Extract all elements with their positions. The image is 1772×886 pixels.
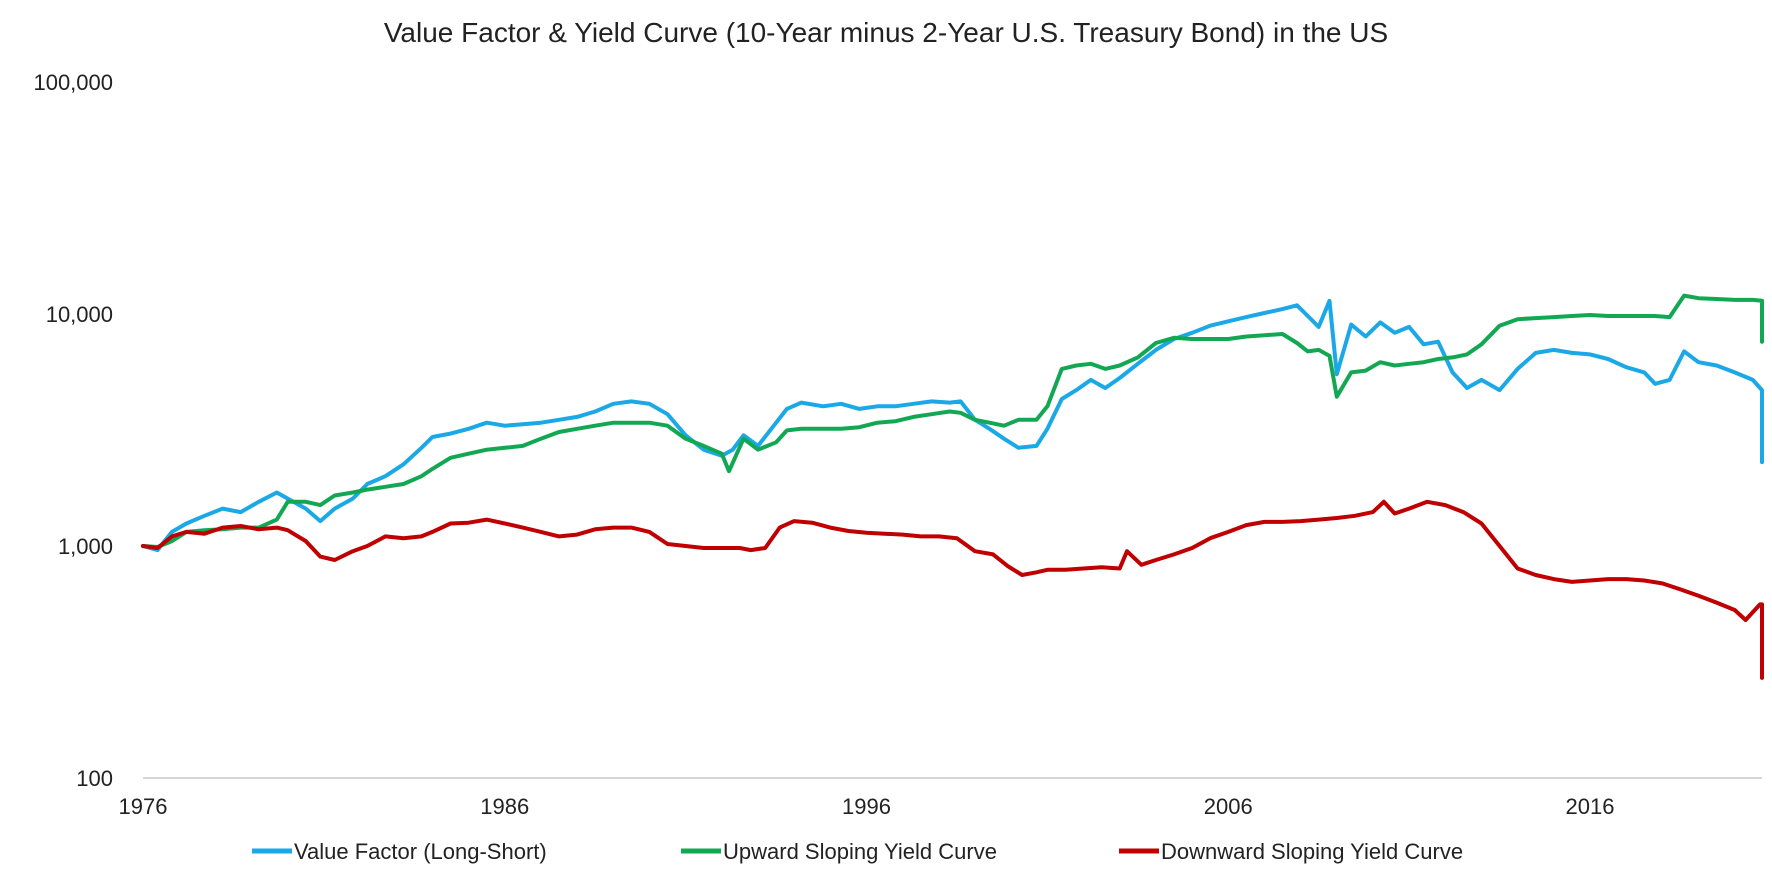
chart-title: Value Factor & Yield Curve (10-Year minu… <box>384 17 1388 48</box>
y-tick-label: 100,000 <box>33 70 113 95</box>
legend-label: Downward Sloping Yield Curve <box>1161 839 1463 864</box>
plot-lines <box>141 293 1764 680</box>
x-tick-label: 1996 <box>842 794 891 819</box>
x-tick-label: 1986 <box>480 794 529 819</box>
y-tick-label: 10,000 <box>46 302 113 327</box>
axes: 100 1,000 10,000 100,000 1976 1986 1996 2006 201… <box>33 70 1762 819</box>
legend: Value Factor (Long-Short) Upward Sloping … <box>252 839 1463 864</box>
series-line-value-factor-long-short <box>141 298 1764 553</box>
series-line-downward-sloping-yield-curve <box>141 499 1764 680</box>
x-tick-label: 2006 <box>1204 794 1253 819</box>
x-tick-label: 2016 <box>1566 794 1615 819</box>
series-line-upward-sloping-yield-curve <box>141 293 1764 549</box>
y-tick-label: 100 <box>76 766 113 791</box>
x-tick-label: 1976 <box>119 794 168 819</box>
y-tick-label: 1,000 <box>58 534 113 559</box>
legend-label: Value Factor (Long-Short) <box>294 839 547 864</box>
legend-label: Upward Sloping Yield Curve <box>723 839 997 864</box>
